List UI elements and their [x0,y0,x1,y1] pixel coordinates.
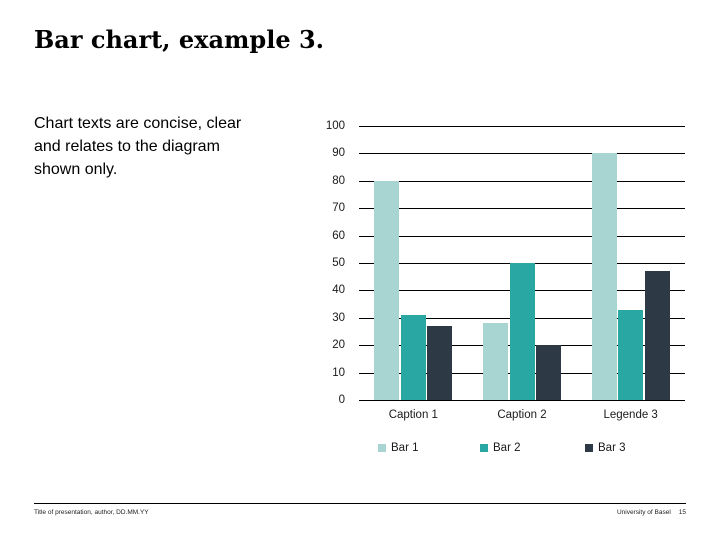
body-text-line: and relates to the diagram [34,138,220,155]
y-axis-tick-label: 60 [332,230,345,242]
legend-swatch-icon [585,444,593,452]
x-axis-category-label: Caption 2 [497,409,547,421]
gridline [359,153,685,154]
bar-bar-2-caption-2 [509,263,535,400]
footer-divider [34,503,686,504]
page-number: 15 [678,509,686,516]
legend-item-bar-2: Bar 2 [480,442,521,454]
gridline [359,126,685,127]
y-axis-tick-label: 70 [332,202,345,214]
legend-item-bar-1: Bar 1 [378,442,419,454]
bar-bar-3-caption-2 [536,345,561,400]
footer-right: University of Basel 15 [617,509,686,516]
y-axis-tick-label: 90 [332,147,345,159]
body-text-line: Chart texts are concise, clear [34,115,242,132]
body-text-line: shown only. [34,161,118,178]
y-axis-tick-label: 10 [332,367,345,379]
legend-label: Bar 3 [598,442,626,454]
bar-bar-3-caption-1 [427,326,453,400]
bar-bar-2-legende-3 [618,310,644,400]
legend-swatch-icon [480,444,488,452]
footer-institution: University of Basel [616,509,671,516]
y-axis-tick-label: 0 [338,394,345,406]
bar-bar-1-legende-3 [591,153,617,400]
bar-bar-1-caption-2 [483,323,508,400]
bar-bar-3-legende-3 [644,271,670,400]
gridline [359,236,685,237]
y-axis-tick-label: 20 [332,339,345,351]
body-text: Chart texts are concise, clear and relat… [34,112,304,181]
gridline [359,208,685,209]
x-axis-category-label: Legende 3 [603,409,658,421]
slide-title: Bar chart, example 3. [34,25,324,54]
bar-chart-plot-area: 0 10 20 30 40 50 60 70 80 90 100 Caption 1 Caption 2… [326,120,685,454]
bar-bar-1-caption-1 [374,181,400,400]
y-axis-tick-label: 30 [332,312,345,324]
y-axis-tick-label: 100 [325,120,345,132]
legend-label: Bar 1 [391,442,419,454]
y-axis-tick-label: 50 [332,257,345,269]
y-axis-tick-label: 80 [332,175,345,187]
legend-label: Bar 2 [493,442,521,454]
gridline [359,181,685,182]
legend-swatch-icon [378,444,386,452]
legend-item-bar-3: Bar 3 [585,442,626,454]
bar-bar-2-caption-1 [400,315,426,400]
footer-left-text: Title of presentation, author, DD.MM.YY [34,509,149,516]
y-axis-tick-label: 40 [332,284,345,296]
x-axis-category-label: Caption 1 [388,409,438,421]
gridline [359,400,685,401]
